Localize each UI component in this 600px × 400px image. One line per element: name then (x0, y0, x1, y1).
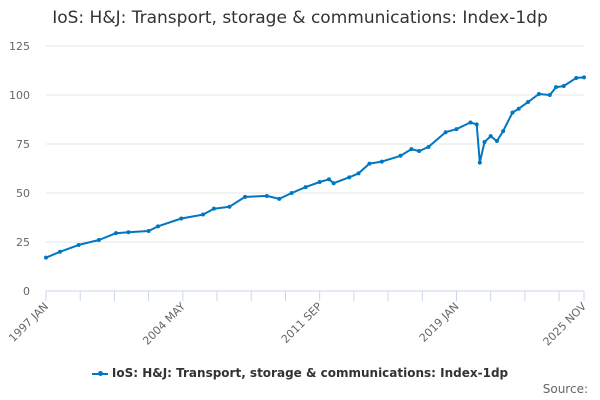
data-point (277, 196, 282, 201)
data-point (303, 185, 308, 190)
data-point (155, 224, 160, 229)
data-point (331, 181, 336, 186)
data-point (347, 175, 352, 180)
data-point (211, 206, 216, 211)
data-point (264, 193, 269, 198)
data-point (146, 229, 151, 234)
data-point (443, 130, 448, 135)
data-point (426, 144, 431, 149)
x-tick-label: 2025 NOV (541, 300, 590, 349)
data-point (582, 75, 586, 80)
x-tick-label: 1997 JAN (6, 300, 51, 345)
data-point (474, 122, 479, 127)
data-point (561, 83, 566, 88)
data-point (126, 230, 131, 235)
data-point (417, 149, 422, 154)
data-point (536, 92, 541, 97)
data-point (96, 238, 101, 243)
data-point (510, 110, 515, 115)
data-point (501, 129, 506, 134)
data-point (356, 171, 361, 176)
data-point (113, 231, 118, 236)
y-tick-label: 125 (9, 40, 30, 53)
chart-title: IoS: H&J: Transport, storage & communica… (52, 8, 548, 28)
data-point (243, 194, 248, 199)
data-point (326, 177, 331, 182)
data-point (398, 153, 403, 158)
legend[interactable]: IoS: H&J: Transport, storage & communica… (0, 366, 600, 380)
data-point (179, 216, 184, 221)
data-point (574, 75, 579, 80)
y-tick-label: 0 (23, 285, 30, 298)
legend-label: IoS: H&J: Transport, storage & communica… (111, 366, 509, 380)
y-tick-label: 100 (9, 89, 30, 102)
y-tick-label: 50 (16, 187, 30, 200)
data-point (289, 191, 294, 195)
data-point (554, 85, 559, 90)
data-point (516, 106, 521, 111)
data-point (482, 140, 487, 145)
x-tick-label: 2011 SEP (279, 300, 325, 346)
data-point (367, 161, 372, 166)
data-point (477, 160, 482, 165)
data-point (488, 134, 493, 139)
data-point (468, 120, 473, 125)
y-tick-label: 25 (16, 236, 30, 249)
data-point (379, 159, 384, 164)
data-point (526, 100, 531, 105)
x-tick-label: 2004 MAY (140, 300, 188, 348)
y-tick-label: 75 (16, 138, 30, 151)
data-point (44, 255, 48, 260)
data-point (57, 249, 62, 254)
x-tick-label: 2019 JAN (417, 300, 462, 345)
data-point (76, 242, 81, 247)
data-point (547, 93, 552, 97)
data-point (409, 147, 414, 152)
series-line (45, 76, 585, 259)
data-point (317, 180, 322, 185)
data-point (227, 204, 232, 209)
data-point (201, 212, 206, 217)
source-label: Source: (542, 382, 588, 396)
legend-swatch (91, 370, 108, 376)
data-point (454, 127, 459, 132)
data-point (494, 139, 499, 144)
